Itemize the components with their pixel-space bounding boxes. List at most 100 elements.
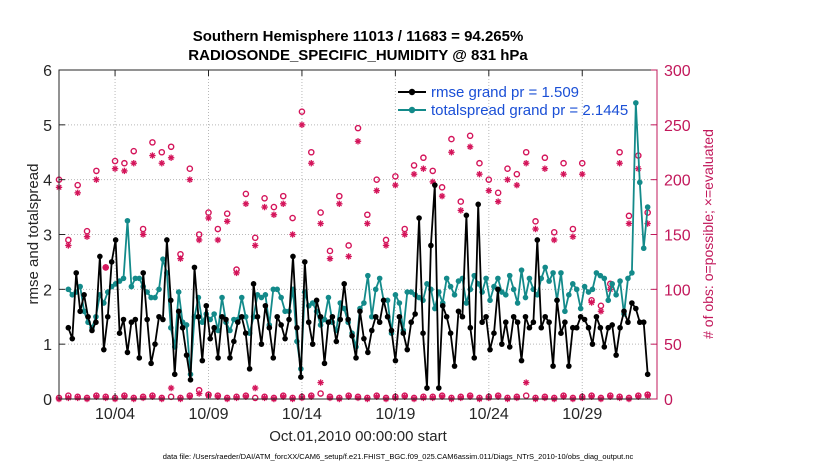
rmse-point bbox=[120, 316, 127, 323]
obs-evaluated-marker bbox=[252, 242, 259, 249]
obs-evaluated-stroke bbox=[112, 166, 118, 172]
obs-evaluated-marker bbox=[139, 231, 147, 238]
obs-evaluated-marker bbox=[317, 220, 324, 227]
spread-point bbox=[510, 286, 517, 293]
rmse-point bbox=[585, 324, 592, 331]
obs-evaluated-marker bbox=[74, 189, 81, 197]
spread-point bbox=[487, 297, 493, 304]
rmse-point bbox=[451, 363, 458, 369]
y-axis-label: rmse and totalspread bbox=[25, 164, 42, 305]
obs-evaluated-marker bbox=[588, 299, 595, 306]
x-tick-label: 10/09 bbox=[188, 406, 228, 423]
spread-point bbox=[361, 300, 367, 306]
spread-point bbox=[156, 286, 162, 293]
rmse-point bbox=[309, 341, 316, 347]
obs-possible-marker bbox=[345, 242, 352, 249]
obs-evaluated-stroke bbox=[495, 198, 501, 205]
rmse-point bbox=[286, 316, 292, 323]
obs-markers bbox=[55, 108, 651, 403]
obs-evaluated-marker bbox=[289, 231, 296, 238]
rmse-point bbox=[219, 313, 225, 320]
rmse-point bbox=[589, 341, 596, 347]
rmse-point bbox=[502, 319, 509, 326]
rmse-point bbox=[156, 313, 162, 320]
spread-point bbox=[605, 297, 612, 304]
obs-evaluated-stroke bbox=[93, 394, 100, 400]
obs-evaluated-marker bbox=[504, 176, 511, 183]
rmse-point bbox=[93, 319, 99, 326]
rmse-point bbox=[550, 363, 556, 369]
obs-possible-marker bbox=[532, 218, 539, 225]
spread-point bbox=[597, 272, 604, 279]
rmse-point bbox=[424, 385, 430, 391]
rmse-point bbox=[475, 201, 481, 208]
rmse-point bbox=[633, 305, 639, 312]
obs-possible-marker bbox=[410, 162, 418, 169]
y-tick-label: 4 bbox=[43, 173, 52, 190]
rmse-series bbox=[65, 182, 651, 391]
obs-evaluated-stroke bbox=[598, 308, 604, 314]
rmse-point bbox=[428, 242, 434, 249]
obs-evaluated-stroke bbox=[336, 201, 343, 207]
obs-evaluated-stroke bbox=[430, 179, 436, 185]
spread-point bbox=[136, 275, 143, 282]
obs-possible-marker bbox=[438, 184, 446, 191]
obs-evaluated-marker bbox=[485, 187, 493, 194]
obs-possible-marker bbox=[457, 198, 465, 205]
rmse-point bbox=[152, 341, 158, 347]
rmse-point bbox=[510, 313, 517, 320]
obs-possible-marker bbox=[373, 176, 380, 183]
spread-point bbox=[219, 294, 225, 301]
obs-evaluated-stroke bbox=[392, 182, 399, 188]
obs-possible-marker bbox=[270, 203, 278, 211]
obs-possible-marker bbox=[223, 210, 231, 217]
x-tick-label: 10/14 bbox=[282, 406, 322, 423]
obs-evaluated-marker bbox=[494, 198, 502, 205]
spread-point bbox=[65, 286, 72, 293]
y-tick-right-label: 250 bbox=[664, 118, 691, 135]
obs-evaluated-marker bbox=[102, 394, 109, 402]
y-tick-label: 5 bbox=[43, 118, 52, 135]
rmse-point bbox=[479, 319, 485, 326]
rmse-point bbox=[227, 355, 233, 361]
obs-evaluated-stroke bbox=[327, 255, 333, 262]
obs-possible-marker bbox=[485, 176, 493, 183]
spread-point bbox=[372, 286, 379, 293]
obs-evaluated-marker bbox=[326, 255, 334, 262]
obs-evaluated-marker bbox=[186, 176, 194, 183]
spread-point bbox=[522, 294, 529, 301]
obs-evaluated-marker bbox=[139, 394, 147, 402]
obs-evaluated-stroke bbox=[149, 394, 156, 400]
rmse-point bbox=[629, 300, 635, 306]
obs-evaluated-stroke bbox=[261, 204, 268, 210]
obs-evaluated-marker bbox=[158, 160, 165, 167]
obs-evaluated-marker bbox=[354, 138, 362, 145]
rmse-point bbox=[487, 346, 493, 353]
obs-evaluated-marker bbox=[195, 236, 203, 244]
spread-point bbox=[491, 283, 497, 290]
rmse-point bbox=[420, 330, 426, 337]
obs-evaluated-stroke bbox=[383, 242, 389, 249]
rmse-point bbox=[231, 338, 237, 345]
spread-point bbox=[238, 294, 245, 301]
rmse-point bbox=[101, 346, 107, 353]
obs-evaluated-stroke bbox=[504, 176, 511, 183]
y-tick-label: 6 bbox=[43, 63, 52, 80]
obs-evaluated-stroke bbox=[93, 176, 100, 183]
obs-evaluated-marker bbox=[205, 214, 212, 222]
obs-evaluated-stroke bbox=[215, 237, 221, 243]
spread-point bbox=[550, 270, 556, 276]
obs-evaluated-marker bbox=[121, 167, 128, 175]
rmse-point bbox=[132, 316, 139, 323]
rmse-point bbox=[333, 338, 340, 345]
spread-point bbox=[593, 270, 600, 276]
spread-point bbox=[577, 305, 584, 312]
obs-evaluated-marker bbox=[195, 390, 203, 397]
x-tick-label: 10/24 bbox=[469, 406, 509, 423]
rmse-point bbox=[175, 308, 182, 315]
obs-evaluated-marker bbox=[541, 165, 549, 172]
rmse-point bbox=[384, 313, 391, 320]
spread-point bbox=[581, 283, 588, 290]
y-tick-label: 0 bbox=[43, 392, 52, 409]
obs-evaluated-marker bbox=[345, 393, 352, 401]
